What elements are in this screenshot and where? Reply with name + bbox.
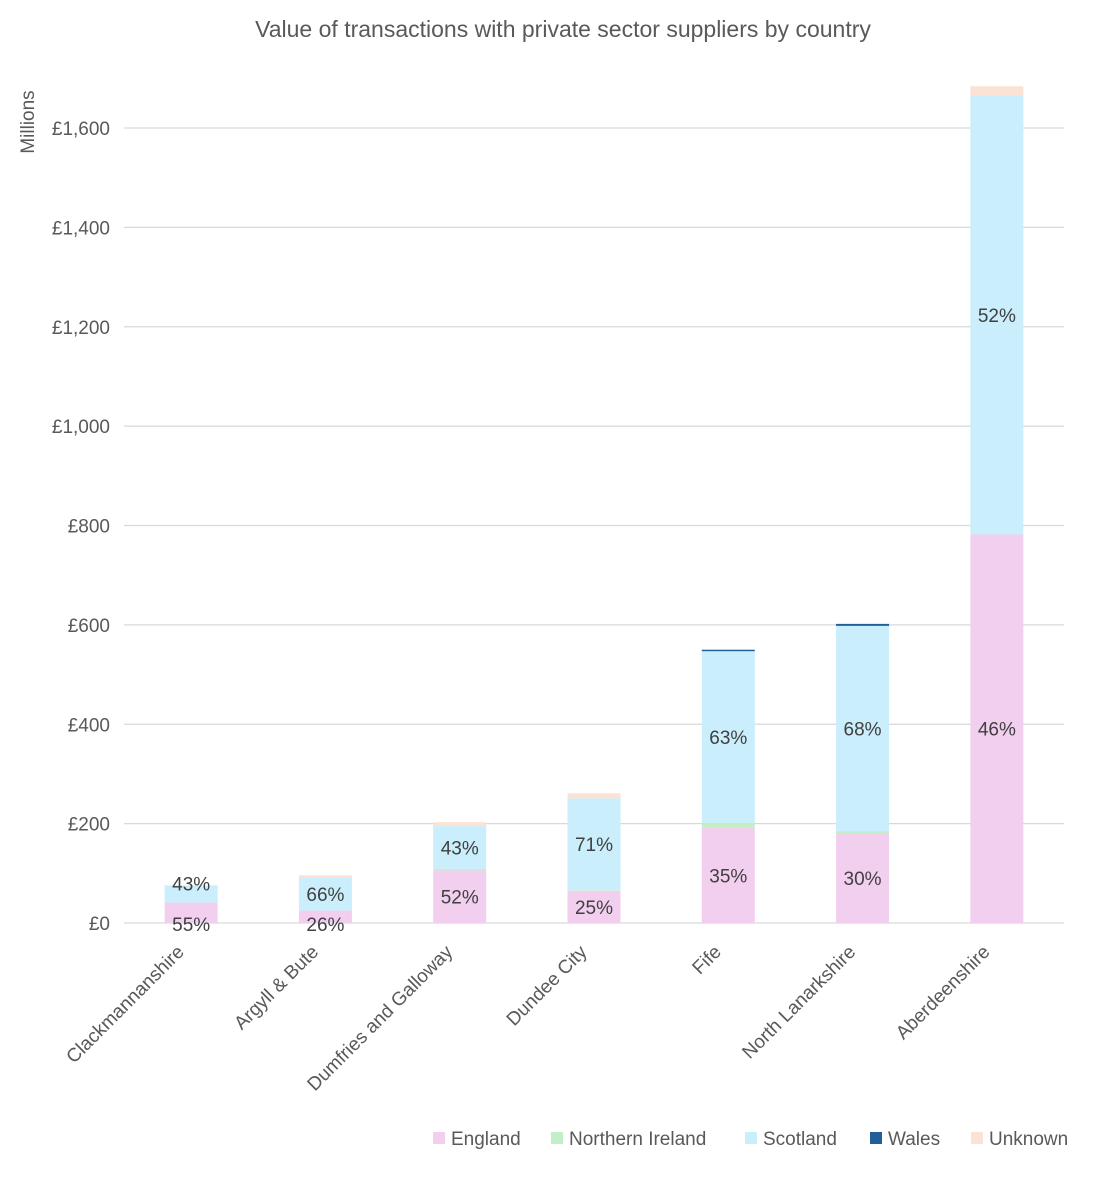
- x-tick-label: Aberdeenshire: [892, 942, 994, 1044]
- bar-segment-unknown: [567, 793, 621, 799]
- data-label: 55%: [172, 915, 210, 936]
- data-label: 26%: [306, 915, 344, 936]
- legend-swatch: [433, 1132, 445, 1144]
- x-tick-label: Dundee City: [503, 941, 592, 1030]
- legend-label: Wales: [888, 1129, 940, 1150]
- bar-segment-scotland: [701, 651, 755, 823]
- bar-segment-northern-ireland: [836, 831, 890, 834]
- x-tick-label: Clackmannanshire: [63, 942, 189, 1068]
- y-tick-label: £600: [68, 616, 110, 637]
- x-tick-label: Argyll & Bute: [230, 942, 323, 1035]
- y-axis-title: Millions: [18, 90, 39, 153]
- legend-label: Northern Ireland: [569, 1129, 706, 1150]
- chart-title: Value of transactions with private secto…: [255, 16, 871, 42]
- y-tick-label: £200: [68, 815, 110, 836]
- bar-segment-scotland: [836, 625, 890, 832]
- bar-segment-england: [433, 870, 487, 923]
- bar-segment-scotland: [164, 885, 218, 903]
- bar-segment-scotland: [433, 826, 487, 869]
- bar-segment-unknown: [970, 86, 1024, 96]
- bar-segment-unknown: [298, 875, 352, 878]
- x-tick-label: Fife: [689, 942, 726, 979]
- data-label: 43%: [441, 838, 479, 859]
- bar-segment-scotland: [970, 95, 1024, 535]
- data-label: 35%: [709, 866, 747, 887]
- bar-segment-wales: [701, 649, 755, 652]
- data-label: 68%: [844, 719, 882, 740]
- legend-swatch: [870, 1132, 882, 1144]
- bar-segment-wales: [836, 623, 890, 626]
- bar-segment-northern-ireland: [433, 868, 487, 871]
- x-tick-label: North Lanarkshire: [738, 942, 860, 1064]
- bar-segment-unknown: [433, 822, 487, 827]
- y-tick-label: £1,600: [52, 119, 110, 140]
- y-tick-label: £800: [68, 517, 110, 538]
- data-label: 71%: [575, 835, 613, 856]
- data-label: 43%: [172, 875, 210, 896]
- legend-swatch: [971, 1132, 983, 1144]
- legend-label: England: [451, 1129, 521, 1150]
- y-tick-label: £1,400: [52, 218, 110, 239]
- y-tick-label: £1,200: [52, 318, 110, 339]
- data-label: 25%: [575, 898, 613, 919]
- legend-swatch: [745, 1132, 757, 1144]
- bar-segment-england: [164, 902, 218, 923]
- legend-label: Scotland: [763, 1129, 837, 1150]
- bar-segment-northern-ireland: [567, 890, 621, 891]
- y-tick-labels: £0 £200 £400 £600 £800 £1,000 £1,200 £1,400 £1,6…: [52, 119, 110, 935]
- legend-swatch: [551, 1132, 563, 1144]
- bars: [164, 86, 1024, 923]
- bar-segment-england: [701, 827, 755, 923]
- bar-segment-england: [567, 890, 621, 923]
- y-tick-label: £400: [68, 715, 110, 736]
- legend-label: Unknown: [989, 1129, 1068, 1150]
- data-label: 66%: [306, 885, 344, 906]
- y-tick-label: £0: [89, 914, 110, 935]
- bar-segment-scotland: [298, 877, 352, 911]
- bar-data-labels: 55% 43% 26% 66% 52% 43% 25% 71% 35% 63% 30% 68% 46% 5…: [172, 306, 1016, 936]
- bar-segment-england: [836, 833, 890, 923]
- x-tick-label: Dumfries and Galloway: [304, 941, 458, 1095]
- data-label: 63%: [709, 728, 747, 749]
- bar-segment-unknown: [164, 885, 218, 886]
- data-label: 52%: [441, 888, 479, 909]
- bar-segment-england: [298, 910, 352, 923]
- bar-segment-northern-ireland: [701, 822, 755, 828]
- legend: England Northern Ireland Scotland Wales Unkn…: [433, 1129, 1068, 1150]
- bar-segment-england: [970, 534, 1024, 923]
- data-label: 46%: [978, 720, 1016, 741]
- y-tick-label: £1,000: [52, 417, 110, 438]
- data-label: 30%: [844, 869, 882, 890]
- bar-segment-scotland: [567, 798, 621, 891]
- data-label: 52%: [978, 306, 1016, 327]
